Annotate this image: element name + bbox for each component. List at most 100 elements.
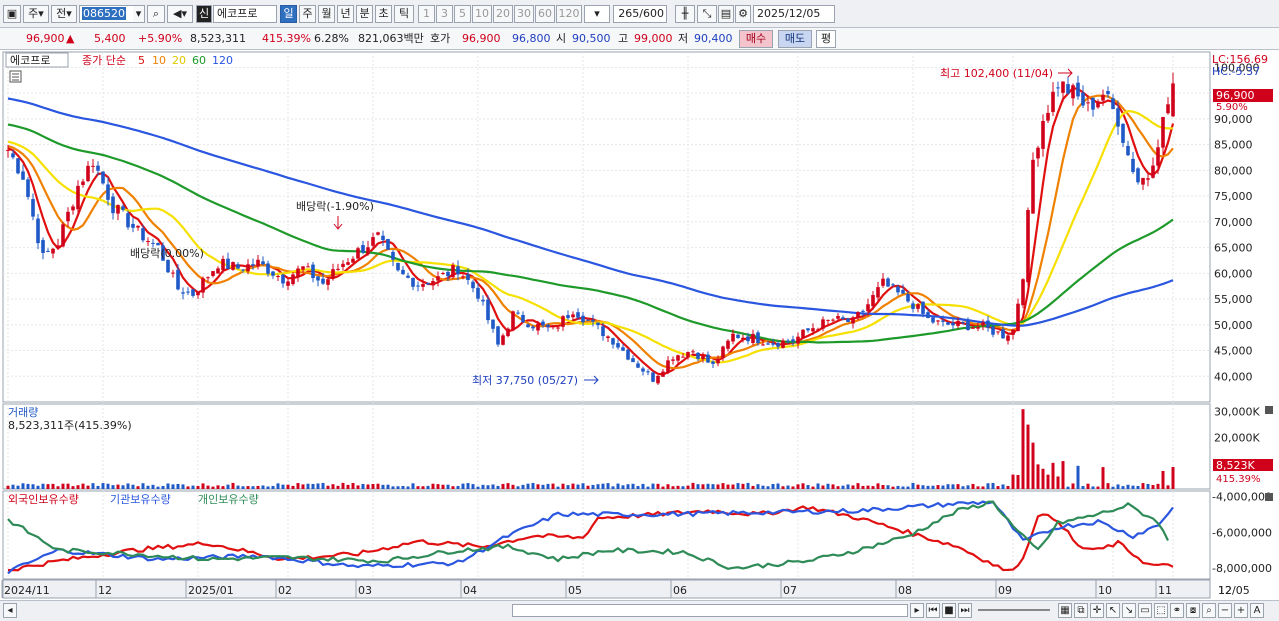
credit-badge: 신 xyxy=(196,5,212,23)
candle-body xyxy=(211,271,215,276)
chart-tool-icon[interactable]: ⤡ xyxy=(697,5,717,23)
volume-bar xyxy=(701,484,705,489)
tf-week[interactable]: 주 xyxy=(299,5,316,23)
zoom-out-icon[interactable]: − xyxy=(1218,603,1232,618)
n-30[interactable]: 30 xyxy=(514,5,534,23)
candle-body xyxy=(596,322,600,326)
candle-body xyxy=(906,294,910,302)
candle-body xyxy=(26,179,30,197)
legend-ma20: 20 xyxy=(172,54,186,67)
last-pct-label: 5.90% xyxy=(1216,102,1248,113)
volume-close-icon[interactable] xyxy=(1265,406,1273,414)
volume-bar xyxy=(856,483,860,489)
crosshair-icon[interactable]: ✛ xyxy=(1090,603,1104,618)
tf-day[interactable]: 일 xyxy=(280,5,297,23)
chart-area[interactable]: 에코프로 종가 단순 5 10 20 60 120 최고 102,400 (11… xyxy=(0,50,1279,600)
volume-bar xyxy=(281,484,285,489)
search-icon[interactable]: ⌕ xyxy=(147,5,165,23)
candle-body xyxy=(1171,83,1175,117)
trend-line-icon[interactable]: ↖ xyxy=(1106,603,1120,618)
stop-icon[interactable]: ■ xyxy=(942,603,956,618)
holdings-close-icon[interactable] xyxy=(1265,493,1273,501)
draw-icon[interactable]: ↘ xyxy=(1122,603,1136,618)
volume-bar xyxy=(336,485,340,489)
font-size-icon[interactable]: A xyxy=(1250,603,1264,618)
n-120[interactable]: 120 xyxy=(556,5,582,23)
last-page-icon[interactable]: ⏭ xyxy=(958,603,972,618)
candle-body xyxy=(151,242,155,244)
volume-bar xyxy=(136,486,140,489)
candle-body xyxy=(466,274,470,281)
candle-body xyxy=(181,292,185,294)
volume-tick-label: 20,000K xyxy=(1214,431,1260,444)
candle-body xyxy=(516,312,520,314)
candle-body xyxy=(536,323,540,331)
link-icon[interactable]: ⚭ xyxy=(1170,603,1184,618)
sell-button[interactable]: 매도 xyxy=(778,30,812,48)
scroll-bar: ◂ ▸ ⏮ ■ ⏭ ▦ ⧉ ✛ ↖ ↘ ▭ ⬚ ⚭ ⧇ ⌕ − + A xyxy=(0,600,1279,621)
zoom-in-icon[interactable]: + xyxy=(1234,603,1248,618)
zoom-search-icon[interactable]: ⌕ xyxy=(1202,603,1216,618)
stock-name-field[interactable]: 에코프로 xyxy=(213,5,277,23)
x-axis-label: 07 xyxy=(783,584,797,597)
select-icon[interactable]: ⬚ xyxy=(1154,603,1168,618)
candle-body xyxy=(676,355,680,361)
period-select[interactable]: 주▾ xyxy=(23,5,49,23)
tf-month[interactable]: 월 xyxy=(318,5,335,23)
candle-type-icon[interactable]: ╫ xyxy=(675,5,695,23)
date-field[interactable]: 2025/12/05 xyxy=(753,5,835,23)
n-5[interactable]: 5 xyxy=(454,5,471,23)
candle-body xyxy=(76,185,80,210)
candle-body xyxy=(401,269,405,275)
save-icon[interactable]: ▤ xyxy=(718,5,734,23)
candle-body xyxy=(356,248,360,259)
n-60[interactable]: 60 xyxy=(535,5,555,23)
layout-icon[interactable]: ▣ xyxy=(3,5,21,23)
n-20[interactable]: 20 xyxy=(493,5,513,23)
volume-bar xyxy=(691,482,695,489)
code-dropdown-icon[interactable]: ▾ xyxy=(133,5,145,23)
tf-second[interactable]: 초 xyxy=(375,5,392,23)
candle-body xyxy=(491,319,495,329)
buy-button[interactable]: 매수 xyxy=(739,30,773,48)
first-page-icon[interactable]: ⏮ xyxy=(926,603,940,618)
tf-minute[interactable]: 분 xyxy=(356,5,373,23)
count-field[interactable]: 265/600 xyxy=(613,5,667,23)
n-3[interactable]: 3 xyxy=(436,5,453,23)
custom-period-select[interactable]: ▾ xyxy=(584,5,610,23)
scroll-left-icon[interactable]: ◂ xyxy=(3,603,17,618)
candle-body xyxy=(626,349,630,360)
tf-tick[interactable]: 틱 xyxy=(394,5,414,23)
scroll-thumb[interactable] xyxy=(512,604,908,617)
copy-icon[interactable]: ⧉ xyxy=(1074,603,1088,618)
n-10[interactable]: 10 xyxy=(472,5,492,23)
volume-bar xyxy=(41,483,45,489)
volume-bar xyxy=(346,484,350,489)
chart-layout-icon[interactable]: ▦ xyxy=(1058,603,1072,618)
volume-bar xyxy=(1061,461,1065,489)
volume-bar xyxy=(596,484,600,489)
candle-body xyxy=(381,235,385,241)
compare-icon[interactable]: ⧇ xyxy=(1186,603,1200,618)
candle-body xyxy=(651,372,655,382)
measure-icon[interactable]: ▭ xyxy=(1138,603,1152,618)
candle-body xyxy=(656,375,660,384)
n-1[interactable]: 1 xyxy=(418,5,435,23)
zoom-slider[interactable] xyxy=(978,609,1050,611)
speaker-icon[interactable]: ◀▾ xyxy=(167,5,193,23)
candle-body xyxy=(791,339,795,342)
volume-bar xyxy=(541,484,545,489)
x-axis-label: 12/05 xyxy=(1218,584,1250,597)
volume-bar xyxy=(366,484,370,489)
volume-bar xyxy=(526,483,530,489)
candle-body xyxy=(461,276,465,278)
scroll-right-icon[interactable]: ▸ xyxy=(910,603,924,618)
gear-icon[interactable]: ⚙ xyxy=(735,5,751,23)
stock-code-input[interactable]: 086520 xyxy=(79,5,145,23)
eval-button[interactable]: 평 xyxy=(816,30,836,48)
volume-bar xyxy=(911,482,915,489)
tf-year[interactable]: 년 xyxy=(337,5,354,23)
candle-body xyxy=(101,171,105,184)
candle-body xyxy=(496,326,500,345)
prev-select[interactable]: 전▾ xyxy=(51,5,77,23)
